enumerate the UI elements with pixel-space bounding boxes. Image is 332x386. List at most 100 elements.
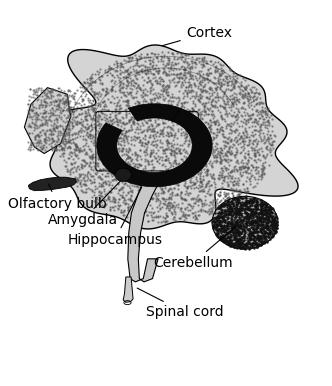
Point: [221, 90, 226, 96]
Point: [101, 161, 106, 168]
Point: [82, 157, 87, 163]
Point: [254, 228, 259, 234]
Point: [234, 236, 239, 242]
Point: [159, 91, 164, 97]
Point: [240, 223, 246, 229]
Point: [30, 119, 35, 125]
Point: [179, 141, 185, 147]
Point: [48, 140, 53, 146]
Point: [234, 159, 239, 165]
Point: [131, 173, 136, 179]
Point: [258, 176, 263, 182]
Point: [152, 51, 158, 58]
Point: [118, 207, 124, 213]
Point: [232, 236, 238, 242]
Point: [143, 119, 148, 125]
Point: [197, 188, 202, 195]
Point: [148, 125, 153, 132]
Point: [129, 179, 135, 185]
Point: [129, 174, 134, 180]
Point: [255, 222, 260, 228]
Point: [195, 208, 200, 214]
Point: [249, 173, 254, 179]
Point: [131, 208, 137, 214]
Point: [205, 168, 210, 174]
Point: [225, 199, 230, 205]
Point: [80, 134, 85, 140]
Point: [185, 91, 190, 97]
Point: [97, 149, 103, 156]
Point: [155, 213, 161, 220]
Point: [236, 228, 241, 234]
Point: [75, 119, 80, 125]
Point: [163, 210, 169, 216]
Point: [203, 132, 208, 138]
Point: [163, 215, 168, 221]
Point: [269, 225, 274, 231]
Point: [204, 161, 209, 167]
Point: [101, 135, 106, 141]
Point: [214, 145, 220, 151]
Point: [208, 122, 213, 128]
Point: [105, 72, 110, 78]
Point: [79, 129, 84, 135]
Point: [58, 129, 64, 135]
Point: [96, 121, 102, 127]
Point: [170, 122, 175, 128]
Point: [227, 143, 232, 149]
Point: [187, 89, 192, 95]
Point: [188, 172, 194, 178]
Point: [127, 203, 132, 210]
Point: [120, 98, 125, 104]
Point: [194, 174, 199, 180]
Point: [51, 127, 56, 133]
Point: [166, 146, 172, 152]
Point: [227, 219, 232, 225]
Point: [77, 111, 82, 117]
Point: [225, 240, 231, 246]
Point: [72, 141, 78, 147]
Point: [230, 182, 235, 188]
Point: [241, 225, 247, 232]
Point: [207, 211, 212, 217]
Point: [81, 79, 87, 85]
Point: [215, 225, 220, 232]
Point: [201, 102, 207, 108]
Point: [144, 212, 149, 218]
Point: [265, 204, 270, 210]
Point: [256, 152, 262, 158]
Point: [194, 161, 199, 167]
Point: [234, 235, 239, 241]
Point: [42, 138, 48, 144]
Point: [51, 120, 56, 127]
Point: [95, 154, 100, 160]
Point: [229, 205, 234, 211]
Point: [233, 225, 238, 231]
Point: [102, 101, 107, 107]
Point: [139, 55, 144, 61]
Point: [198, 179, 203, 185]
Point: [124, 92, 129, 98]
Point: [251, 244, 256, 251]
Point: [128, 141, 134, 147]
Point: [225, 222, 230, 228]
Point: [258, 200, 264, 207]
Point: [234, 238, 240, 244]
Point: [26, 110, 32, 116]
Point: [235, 237, 241, 244]
Point: [215, 227, 220, 233]
Point: [257, 210, 262, 217]
Point: [233, 181, 238, 188]
Point: [223, 227, 229, 233]
Point: [34, 92, 39, 98]
Point: [197, 122, 202, 128]
Point: [134, 154, 140, 160]
Point: [90, 105, 96, 111]
Point: [137, 215, 142, 222]
Point: [186, 69, 192, 76]
Point: [204, 94, 209, 100]
Point: [113, 125, 118, 131]
Point: [133, 67, 138, 73]
Point: [119, 157, 124, 164]
Point: [47, 127, 52, 133]
